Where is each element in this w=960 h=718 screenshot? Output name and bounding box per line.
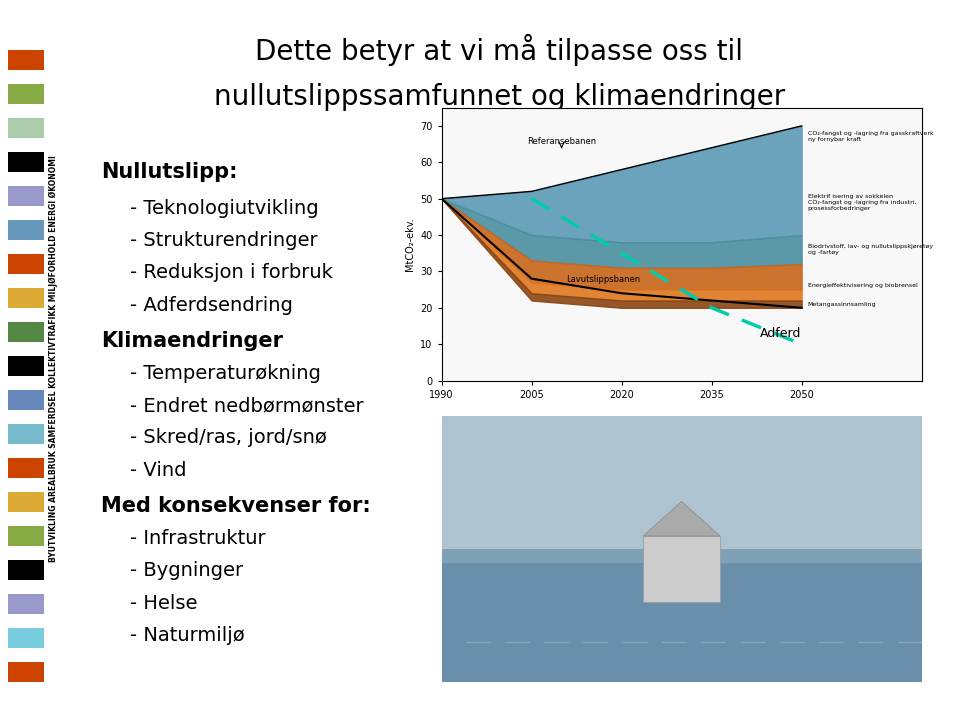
Text: - Skred/ras, jord/snø: - Skred/ras, jord/snø	[130, 429, 326, 447]
Text: Adferd: Adferd	[759, 327, 801, 340]
Text: - Strukturendringer: - Strukturendringer	[130, 231, 317, 250]
FancyBboxPatch shape	[8, 594, 44, 614]
Text: nullutslippssamfunnet og klimaendringer: nullutslippssamfunnet og klimaendringer	[213, 83, 785, 111]
FancyBboxPatch shape	[442, 549, 922, 682]
FancyBboxPatch shape	[8, 322, 44, 342]
Text: Lavutslippsbanen: Lavutslippsbanen	[566, 275, 640, 284]
Text: - Teknologiutvikling: - Teknologiutvikling	[130, 199, 318, 218]
FancyBboxPatch shape	[8, 151, 44, 172]
FancyBboxPatch shape	[8, 458, 44, 478]
Text: Metangassinnsamling: Metangassinnsamling	[807, 302, 876, 307]
FancyBboxPatch shape	[643, 536, 720, 602]
Text: - Endret nedbørmønster: - Endret nedbørmønster	[130, 396, 363, 415]
Text: - Adferdsendring: - Adferdsendring	[130, 296, 293, 314]
Text: - Helse: - Helse	[130, 594, 197, 612]
Text: - Vind: - Vind	[130, 461, 186, 480]
Text: Elektrif isering av sokkelen
CO₂-fangst og -lagring fra industri,
prosessforbedr: Elektrif isering av sokkelen CO₂-fangst …	[807, 194, 916, 210]
Y-axis label: MtCO₂-ekv.: MtCO₂-ekv.	[405, 218, 415, 271]
FancyBboxPatch shape	[8, 186, 44, 206]
Text: Dette betyr at vi må tilpasse oss til: Dette betyr at vi må tilpasse oss til	[255, 34, 743, 66]
Text: Med konsekvenser for:: Med konsekvenser for:	[101, 496, 371, 516]
Text: Energieffektivisering og biobrensel: Energieffektivisering og biobrensel	[807, 284, 918, 289]
Text: Klimaendringer: Klimaendringer	[101, 331, 283, 351]
Text: BYUTVIKLING AREALBRUK SAMFERDSEL KOLLEKTIVTRAFIKK MILJØFORHOLD ENERGI ØKONOMI: BYUTVIKLING AREALBRUK SAMFERDSEL KOLLEKT…	[49, 156, 59, 562]
FancyBboxPatch shape	[442, 416, 922, 563]
FancyBboxPatch shape	[8, 424, 44, 444]
FancyBboxPatch shape	[8, 288, 44, 308]
FancyBboxPatch shape	[8, 356, 44, 376]
FancyBboxPatch shape	[8, 526, 44, 546]
FancyBboxPatch shape	[8, 662, 44, 682]
FancyBboxPatch shape	[8, 560, 44, 580]
Text: - Bygninger: - Bygninger	[130, 561, 243, 580]
FancyBboxPatch shape	[8, 628, 44, 648]
FancyBboxPatch shape	[8, 220, 44, 240]
Text: - Temperaturøkning: - Temperaturøkning	[130, 364, 321, 383]
FancyBboxPatch shape	[8, 50, 44, 70]
Text: - Reduksjon i forbruk: - Reduksjon i forbruk	[130, 264, 332, 282]
FancyBboxPatch shape	[8, 118, 44, 138]
FancyBboxPatch shape	[8, 254, 44, 274]
FancyBboxPatch shape	[8, 84, 44, 104]
Text: - Infrastruktur: - Infrastruktur	[130, 529, 265, 548]
Text: - Naturmiljø: - Naturmiljø	[130, 626, 245, 645]
Text: CO₂-fangst og -lagring fra gasskraftverk
ny fornybar kraft: CO₂-fangst og -lagring fra gasskraftverk…	[807, 131, 933, 142]
Polygon shape	[643, 501, 720, 536]
Text: Nullutslipp:: Nullutslipp:	[101, 162, 237, 182]
FancyBboxPatch shape	[8, 492, 44, 512]
Text: Referansebanen: Referansebanen	[527, 137, 596, 146]
FancyBboxPatch shape	[8, 390, 44, 410]
Text: Biodrivstoff, lav- og nullutslippskjøretøy
og -fartøy: Biodrivstoff, lav- og nullutslippskjøret…	[807, 244, 933, 255]
